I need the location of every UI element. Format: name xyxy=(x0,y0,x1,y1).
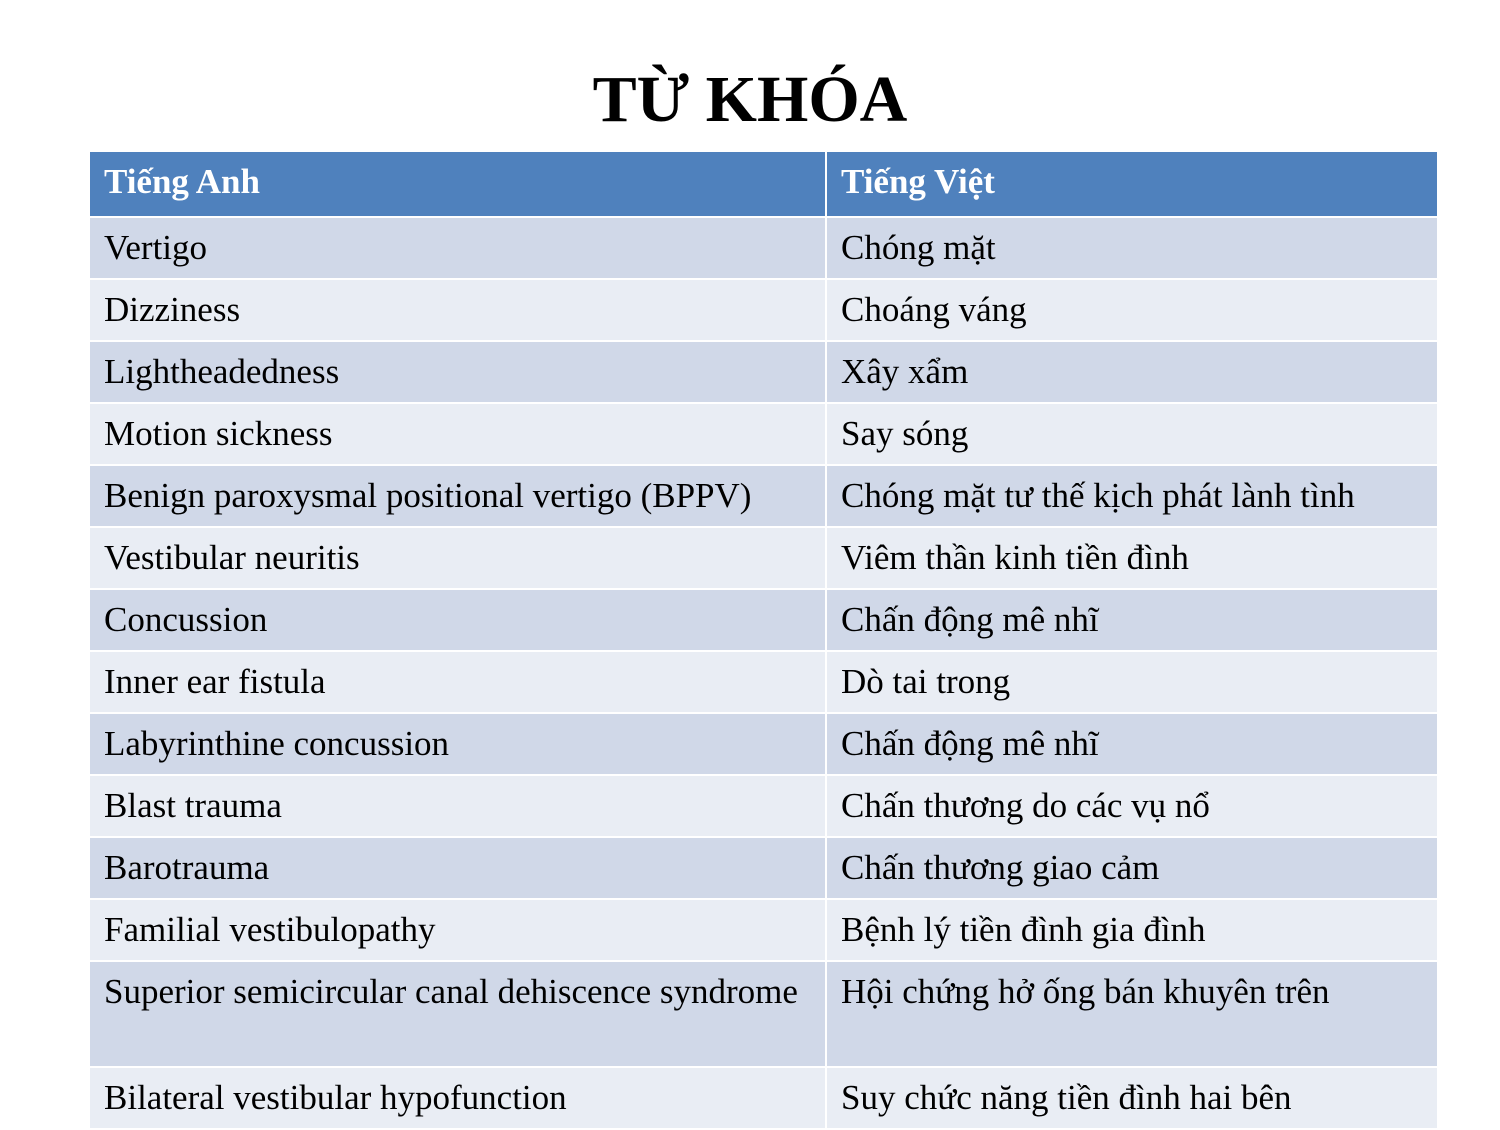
cell-english: Blast trauma xyxy=(88,774,827,838)
table-row: Superior semicircular canal dehiscence s… xyxy=(88,960,1439,1068)
table-header-row: Tiếng Anh Tiếng Việt xyxy=(88,150,1439,218)
cell-english: Inner ear fistula xyxy=(88,650,827,714)
cell-vietnamese: Bệnh lý tiền đình gia đình xyxy=(825,898,1439,962)
cell-vietnamese: Suy chức năng tiền đình hai bên xyxy=(825,1066,1439,1130)
table-row: Barotrauma Chấn thương giao cảm xyxy=(88,836,1439,900)
cell-vietnamese: Xây xẩm xyxy=(825,340,1439,404)
cell-english: Dizziness xyxy=(88,278,827,342)
cell-english: Concussion xyxy=(88,588,827,652)
table-row: Labyrinthine concussion Chấn động mê nhĩ xyxy=(88,712,1439,776)
cell-english: Vestibular neuritis xyxy=(88,526,827,590)
header-english: Tiếng Anh xyxy=(88,150,827,218)
table-row: Lightheadedness Xây xẩm xyxy=(88,340,1439,404)
cell-vietnamese: Chóng mặt xyxy=(825,216,1439,280)
table-row: Vestibular neuritis Viêm thần kinh tiền … xyxy=(88,526,1439,590)
cell-vietnamese: Chóng mặt tư thế kịch phát lành tình xyxy=(825,464,1439,528)
table-row: Familial vestibulopathy Bệnh lý tiền đìn… xyxy=(88,898,1439,962)
cell-english: Superior semicircular canal dehiscence s… xyxy=(88,960,827,1068)
table-row: Vertigo Chóng mặt xyxy=(88,216,1439,280)
cell-vietnamese: Choáng váng xyxy=(825,278,1439,342)
cell-english: Bilateral vestibular hypofunction xyxy=(88,1066,827,1130)
cell-vietnamese: Hội chứng hở ống bán khuyên trên xyxy=(825,960,1439,1068)
keyword-table: Tiếng Anh Tiếng Việt Vertigo Chóng mặt D… xyxy=(88,150,1439,1130)
cell-english: Lightheadedness xyxy=(88,340,827,404)
cell-vietnamese: Chấn thương do các vụ nổ xyxy=(825,774,1439,838)
cell-vietnamese: Viêm thần kinh tiền đình xyxy=(825,526,1439,590)
cell-vietnamese: Chấn động mê nhĩ xyxy=(825,588,1439,652)
table-row: Benign paroxysmal positional vertigo (BP… xyxy=(88,464,1439,528)
cell-english: Motion sickness xyxy=(88,402,827,466)
table-row: Concussion Chấn động mê nhĩ xyxy=(88,588,1439,652)
table-row: Blast trauma Chấn thương do các vụ nổ xyxy=(88,774,1439,838)
cell-vietnamese: Chấn thương giao cảm xyxy=(825,836,1439,900)
table-row: Motion sickness Say sóng xyxy=(88,402,1439,466)
cell-english: Benign paroxysmal positional vertigo (BP… xyxy=(88,464,827,528)
table-row: Inner ear fistula Dò tai trong xyxy=(88,650,1439,714)
cell-english: Familial vestibulopathy xyxy=(88,898,827,962)
cell-english: Vertigo xyxy=(88,216,827,280)
cell-english: Labyrinthine concussion xyxy=(88,712,827,776)
cell-vietnamese: Say sóng xyxy=(825,402,1439,466)
table-row: Bilateral vestibular hypofunction Suy ch… xyxy=(88,1066,1439,1130)
cell-vietnamese: Chấn động mê nhĩ xyxy=(825,712,1439,776)
cell-english: Barotrauma xyxy=(88,836,827,900)
header-vietnamese: Tiếng Việt xyxy=(825,150,1439,218)
cell-vietnamese: Dò tai trong xyxy=(825,650,1439,714)
table-row: Dizziness Choáng váng xyxy=(88,278,1439,342)
page-title: TỪ KHÓA xyxy=(592,63,908,136)
